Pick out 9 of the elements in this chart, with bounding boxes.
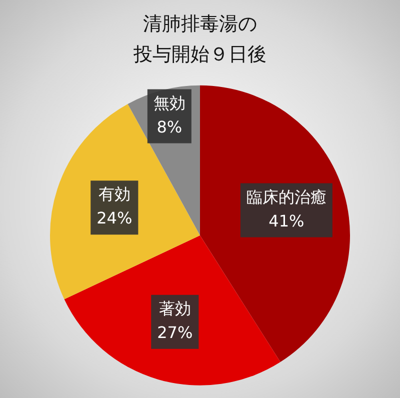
data-label: 27% [157,322,193,342]
slice-label: 無効 [153,93,186,112]
slice-label: 臨床的治癒 [246,187,326,206]
data-label: 24% [96,208,132,228]
data-label: 41% [268,211,304,230]
data-label: 8% [156,117,182,136]
slice-label: 著効 [158,298,191,318]
chart-title: 清肺排毒湯の投与開始９日後 [132,13,266,66]
slice-label: 有効 [98,184,130,204]
